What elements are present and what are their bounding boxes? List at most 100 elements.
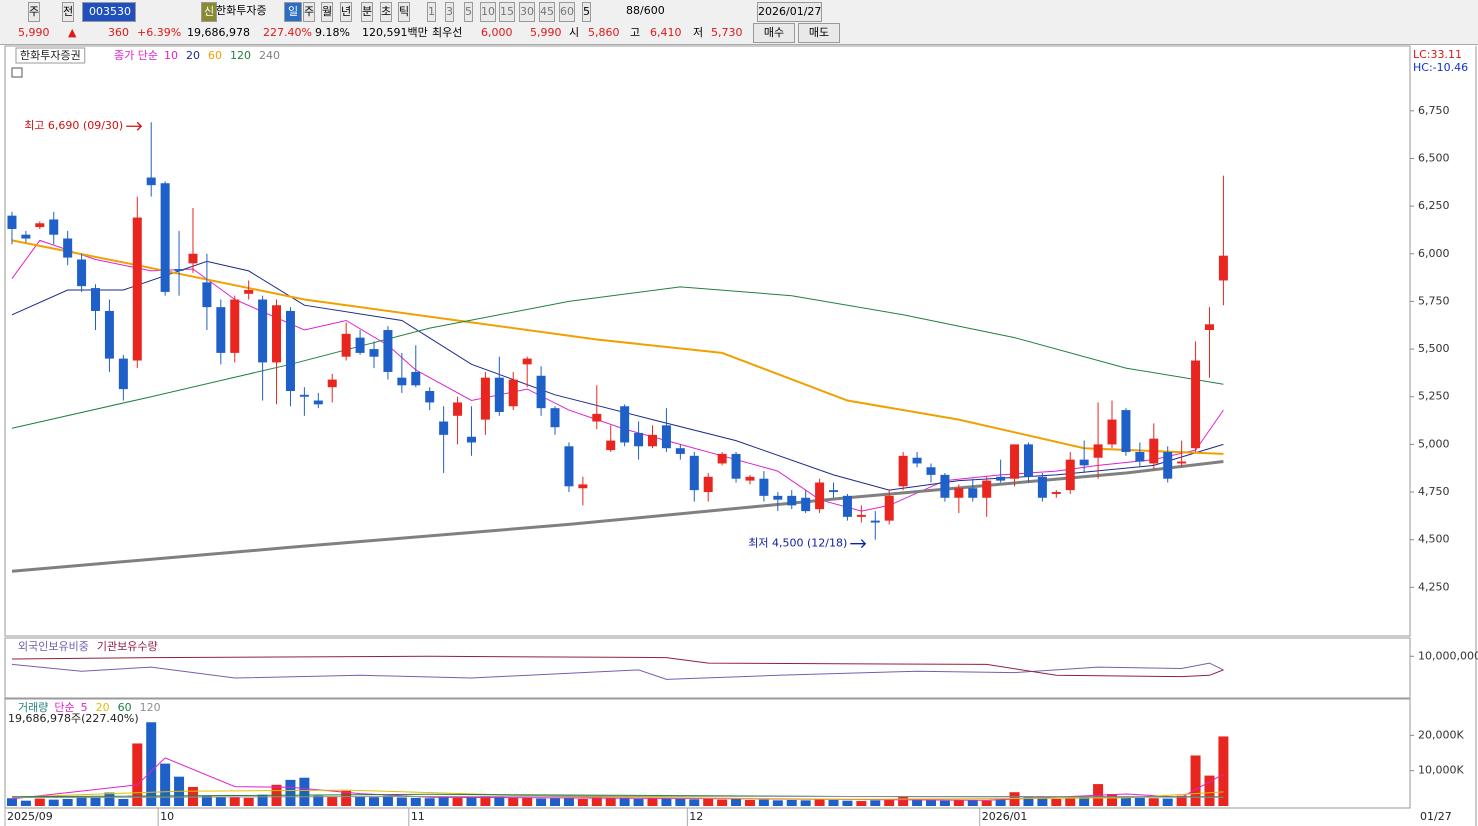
y-tick-label: 6,500 bbox=[1418, 151, 1450, 164]
toolbar-item[interactable]: 일 bbox=[284, 2, 302, 22]
volume-bar bbox=[912, 799, 923, 806]
toolbar-item[interactable]: 2026/01/27 bbox=[757, 2, 823, 22]
candle-body bbox=[1010, 444, 1020, 479]
volume-bar bbox=[20, 800, 31, 806]
candle-body bbox=[787, 495, 797, 506]
candle-body bbox=[494, 377, 504, 412]
volume-bar bbox=[1051, 798, 1062, 806]
toolbar-item[interactable]: 전 bbox=[62, 2, 75, 22]
toolbar-item[interactable]: 60 bbox=[559, 2, 575, 22]
candle-body bbox=[355, 337, 365, 353]
volume-bar bbox=[591, 796, 602, 806]
x-tick-label: 2025/09 bbox=[7, 810, 53, 823]
candle-body bbox=[174, 269, 184, 271]
candle-body bbox=[91, 288, 101, 311]
volume-bar bbox=[884, 799, 895, 806]
candle-body bbox=[717, 453, 727, 464]
volume-bar bbox=[1079, 796, 1090, 806]
volume-bar bbox=[536, 798, 547, 806]
candle-body bbox=[592, 413, 602, 422]
panel-icon bbox=[11, 67, 23, 78]
candle-body bbox=[216, 307, 226, 353]
candle-body bbox=[1204, 324, 1214, 331]
candle-body bbox=[397, 377, 407, 386]
y-tick-label: 5,250 bbox=[1418, 390, 1450, 403]
legend-entry: 5 bbox=[81, 701, 88, 714]
candle-body bbox=[1079, 459, 1089, 466]
toolbar-item[interactable]: 5 bbox=[582, 2, 591, 22]
y-tick-label: 4,250 bbox=[1418, 580, 1450, 593]
candle-body bbox=[689, 455, 699, 491]
ma-line bbox=[11, 795, 1224, 798]
candle-body bbox=[1149, 438, 1159, 464]
toolbar-item[interactable]: 10 bbox=[480, 2, 496, 22]
legend-entry: 10 bbox=[164, 49, 178, 62]
legend-entry: 240 bbox=[259, 49, 280, 62]
candle-body bbox=[801, 497, 811, 512]
volume-bar bbox=[410, 797, 421, 806]
volume-bar bbox=[1134, 797, 1145, 806]
order-button[interactable]: 매수 bbox=[753, 23, 795, 43]
order-button[interactable]: 매도 bbox=[798, 23, 840, 43]
volume-bar bbox=[62, 798, 73, 806]
toolbar-item[interactable]: 1 bbox=[427, 2, 436, 22]
legend-entry: 60 bbox=[208, 49, 222, 62]
volume-bar bbox=[786, 799, 797, 806]
ma-line bbox=[11, 789, 1224, 800]
candle-body bbox=[1218, 255, 1228, 281]
toolbar-item[interactable]: 45 bbox=[539, 2, 555, 22]
candle-body bbox=[118, 358, 128, 390]
volume-bar bbox=[313, 795, 324, 806]
quote-item: 5,730 bbox=[711, 26, 743, 39]
toolbar-item[interactable]: 3 bbox=[445, 2, 454, 22]
candle-body bbox=[188, 253, 198, 264]
toolbar-item[interactable]: 신 bbox=[201, 2, 217, 22]
candle-body bbox=[1037, 476, 1047, 498]
toolbar-item[interactable]: 월 bbox=[321, 2, 334, 22]
y-tick-label: 5,000 bbox=[1418, 437, 1450, 450]
quote-item: 6,000 bbox=[481, 26, 513, 39]
toolbar-item[interactable]: 년 bbox=[340, 2, 353, 22]
toolbar-item[interactable]: 003530 bbox=[82, 2, 136, 22]
toolbar-item[interactable]: 틱 bbox=[398, 2, 411, 22]
candle-body bbox=[35, 223, 45, 228]
candle-body bbox=[661, 425, 671, 449]
legend-label: 종가 단순 bbox=[114, 49, 158, 62]
volume-bar bbox=[299, 777, 310, 806]
volume-bar bbox=[563, 797, 574, 806]
candle-body bbox=[202, 282, 212, 308]
candle-body bbox=[745, 476, 755, 481]
volume-bar bbox=[1176, 795, 1187, 806]
volume-bar bbox=[215, 797, 226, 806]
quote-item: ▲ bbox=[68, 26, 77, 39]
quote-item: 최우선 bbox=[432, 26, 463, 39]
volume-bar bbox=[285, 779, 296, 806]
candle-body bbox=[104, 310, 114, 359]
candle-body bbox=[912, 457, 922, 464]
candle-body bbox=[313, 400, 323, 405]
toolbar-item[interactable]: 주 bbox=[303, 2, 316, 22]
volume-info: 19,686,978주(227.40%) bbox=[8, 712, 139, 725]
quote-bar: 5,990 ▲ 360 +6.39% 19,686,978 227.40% 9.18% 120… bbox=[0, 22, 1478, 45]
volume-bar bbox=[1148, 798, 1159, 806]
volume-bar bbox=[995, 799, 1006, 806]
volume-bar bbox=[396, 797, 407, 806]
candle-body bbox=[856, 514, 866, 517]
volume-bar bbox=[605, 798, 616, 806]
volume-bar bbox=[647, 798, 658, 806]
legend-entry: 120 bbox=[140, 701, 161, 714]
toolbar-item[interactable]: 분 bbox=[361, 2, 374, 22]
volume-bar bbox=[661, 798, 672, 806]
volume-bar bbox=[34, 798, 45, 806]
toolbar-item[interactable]: 초 bbox=[380, 2, 393, 22]
toolbar-item[interactable]: 5 bbox=[464, 2, 473, 22]
volume-bar bbox=[898, 796, 909, 806]
toolbar-item[interactable]: 15 bbox=[499, 2, 515, 22]
toolbar-item[interactable]: 주 bbox=[28, 2, 41, 22]
candle-body bbox=[703, 476, 713, 493]
y-tick-label: 10,000K bbox=[1418, 764, 1464, 777]
toolbar-item[interactable]: 30 bbox=[519, 2, 535, 22]
volume-bar bbox=[800, 800, 811, 806]
candle-body bbox=[21, 234, 31, 239]
candle-body bbox=[1051, 492, 1061, 494]
